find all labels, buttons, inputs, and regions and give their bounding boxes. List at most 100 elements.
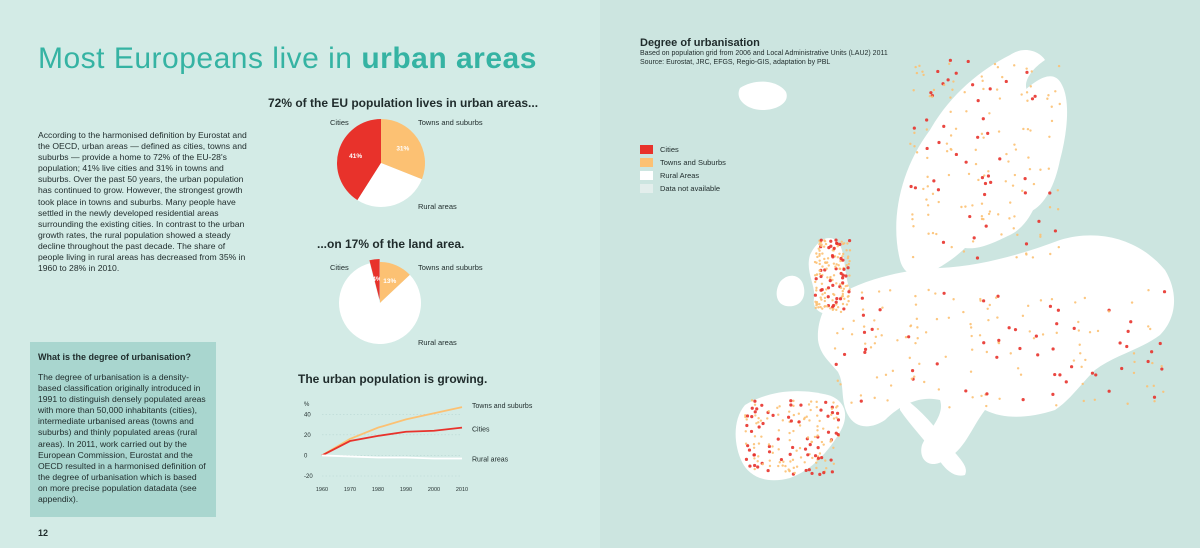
pie1-title: 72% of the EU population lives in urban … xyxy=(268,96,539,110)
map-town-dot xyxy=(815,286,818,290)
map-town-dot xyxy=(815,273,819,277)
map-town-dot xyxy=(829,307,832,310)
map-town-dot xyxy=(1147,289,1150,292)
map-city-dot xyxy=(976,135,980,139)
map-town-dot xyxy=(916,337,919,340)
pie1-label-rural: Rural areas xyxy=(418,202,457,211)
map-city-dot xyxy=(755,407,759,411)
map-city-dot xyxy=(988,87,992,91)
map-town-dot xyxy=(922,187,925,191)
map-city-dot xyxy=(954,71,958,75)
map-town-dot xyxy=(835,308,838,312)
map-town-dot xyxy=(826,276,829,279)
map-town-dot xyxy=(788,469,791,473)
map-city-dot xyxy=(753,399,757,403)
map-town-dot xyxy=(1074,301,1077,304)
map-city-dot xyxy=(909,184,913,189)
map-subtitle: Based on population grid from 2006 and L… xyxy=(640,50,888,57)
map-town-dot xyxy=(988,210,992,213)
map-town-dot xyxy=(766,417,769,420)
map-town-dot xyxy=(845,303,849,306)
map-city-dot xyxy=(964,160,968,164)
map-town-dot xyxy=(1016,233,1019,237)
map-town-dot xyxy=(803,461,806,464)
map-town-dot xyxy=(752,443,756,446)
line-xtick: 1990 xyxy=(400,487,412,493)
map-city-dot xyxy=(941,240,946,244)
line-ytick: 40 xyxy=(304,412,311,418)
map-town-dot xyxy=(996,65,1000,69)
map-town-dot xyxy=(1032,337,1036,340)
map-town-dot xyxy=(915,317,919,321)
map-town-dot xyxy=(798,446,802,450)
map-town-dot xyxy=(891,369,895,373)
map-city-dot xyxy=(744,457,749,461)
map-town-dot xyxy=(1077,320,1080,324)
map-town-dot xyxy=(767,409,770,413)
pie2-slice-cities xyxy=(369,259,380,301)
map-town-dot xyxy=(888,289,892,292)
map-city-dot xyxy=(788,452,792,456)
map-town-dot xyxy=(988,303,991,307)
map-town-dot xyxy=(827,264,830,267)
map-town-dot xyxy=(755,422,758,425)
map-city-dot xyxy=(972,236,976,240)
map-city-dot xyxy=(948,58,952,62)
map-town-dot xyxy=(988,112,991,115)
map-town-dot xyxy=(1055,331,1058,335)
map-town-dot xyxy=(767,443,771,446)
map-town-dot xyxy=(744,414,747,417)
map-town-dot xyxy=(823,239,827,243)
map-town-dot xyxy=(952,298,955,301)
map-town-dot xyxy=(869,346,873,349)
map-city-dot xyxy=(1056,308,1060,312)
map-city-dot xyxy=(1024,242,1029,246)
map-town-dot xyxy=(914,303,918,306)
map-town-dot xyxy=(1027,156,1030,159)
map-town-dot xyxy=(759,419,763,422)
map-city-dot xyxy=(826,430,831,434)
map-city-dot xyxy=(834,362,838,366)
map-city-dot xyxy=(1021,398,1025,402)
map-city-dot xyxy=(1023,177,1027,181)
map-town-dot xyxy=(811,456,814,460)
map-city-dot xyxy=(1051,347,1055,351)
map-city-dot xyxy=(747,448,752,452)
map-town-dot xyxy=(836,256,840,259)
line-series-cities xyxy=(321,426,463,457)
map-town-dot xyxy=(1048,206,1052,209)
pie2-label-towns: Towns and suburbs xyxy=(418,263,483,272)
map-town-dot xyxy=(809,400,813,403)
map-town-dot xyxy=(820,282,824,286)
map-town-dot xyxy=(1025,67,1028,70)
map-city-dot xyxy=(966,59,970,64)
map-city-dot xyxy=(1025,70,1029,74)
map-town-dot xyxy=(844,284,847,288)
map-town-dot xyxy=(761,462,764,466)
map-city-dot xyxy=(816,456,821,460)
map-city-dot xyxy=(831,255,835,259)
map-town-dot xyxy=(980,215,984,218)
map-town-dot xyxy=(1046,97,1049,100)
map-city-dot xyxy=(998,157,1002,161)
map-town-dot xyxy=(753,435,757,438)
map-town-dot xyxy=(925,128,929,131)
line-series-label-towns: Towns and suburbs xyxy=(472,403,533,410)
line-ytick: -20 xyxy=(304,474,313,480)
map-town-dot xyxy=(910,377,914,380)
map-city-dot xyxy=(1030,97,1035,101)
map-city-dot xyxy=(981,117,985,121)
map-town-dot xyxy=(835,416,838,419)
line-xtick: 2000 xyxy=(428,487,440,493)
map-city-dot xyxy=(878,308,882,312)
map-town-dot xyxy=(809,408,812,412)
line-xtick: 1980 xyxy=(372,487,384,493)
map-town-dot xyxy=(841,255,844,258)
map-town-dot xyxy=(815,466,818,470)
map-city-dot xyxy=(982,341,986,345)
line-series-rural xyxy=(321,454,462,460)
map-city-dot xyxy=(946,78,950,82)
map-town-dot xyxy=(945,150,949,153)
map-town-dot xyxy=(777,413,780,416)
map-town-dot xyxy=(820,298,823,301)
